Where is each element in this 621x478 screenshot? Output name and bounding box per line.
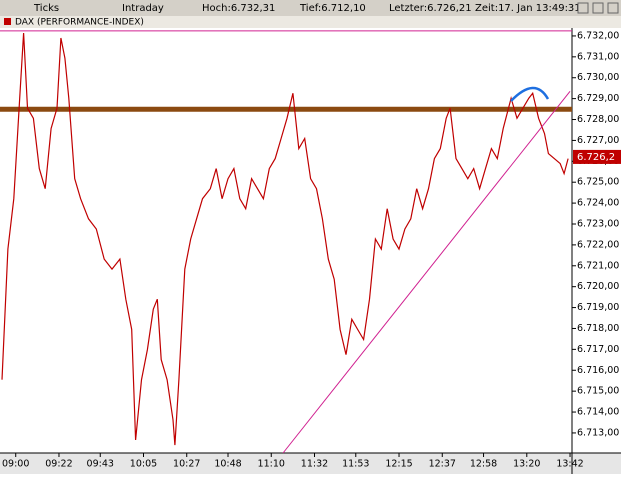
y-tick-label: 6.713,00 — [577, 427, 619, 438]
y-tick-label: 6.715,00 — [577, 386, 619, 397]
series-swatch — [4, 18, 11, 25]
y-tick-label: 6.717,00 — [577, 344, 619, 355]
instrument-name: DAX (PERFORMANCE-INDEX) — [15, 18, 144, 28]
y-tick-label: 6.723,00 — [577, 218, 619, 229]
header-last: Letzter:6.726,21 — [389, 3, 472, 14]
y-tick-label: 6.719,00 — [577, 302, 619, 313]
y-tick-label: 6.720,00 — [577, 281, 619, 292]
x-tick-label: 13:20 — [513, 459, 540, 470]
y-tick-label: 6.716,00 — [577, 365, 619, 376]
y-tick-label: 6.727,00 — [577, 135, 619, 146]
y-tick-label: 6.722,00 — [577, 239, 619, 250]
x-tick-label: 09:43 — [87, 459, 114, 470]
y-tick-label: 6.729,00 — [577, 93, 619, 104]
header-time: Zeit:17. Jan 13:49:31 — [475, 3, 581, 14]
tab-ticks[interactable]: Ticks — [33, 3, 59, 14]
y-tick-label: 6.732,00 — [577, 30, 619, 41]
y-tick-label: 6.721,00 — [577, 260, 619, 271]
subheader-bar — [0, 16, 621, 28]
x-tick-label: 12:37 — [429, 459, 456, 470]
header-low: Tief:6.712,10 — [299, 3, 366, 14]
header-bar — [0, 0, 621, 16]
arc-annotation — [510, 86, 550, 102]
y-tick-label: 6.731,00 — [577, 51, 619, 62]
y-tick-label: 6.724,00 — [577, 198, 619, 209]
x-tick-label: 10:05 — [130, 459, 157, 470]
x-tick-label: 11:10 — [258, 459, 285, 470]
x-tick-label: 12:58 — [470, 459, 497, 470]
tab-range[interactable]: Intraday — [122, 3, 164, 14]
x-tick-label: 11:32 — [301, 459, 328, 470]
last-price-marker — [573, 149, 621, 164]
x-tick-label: 12:15 — [385, 459, 412, 470]
x-tick-label: 09:00 — [2, 459, 29, 470]
x-axis-bar — [0, 453, 621, 474]
y-tick-label: 6.718,00 — [577, 323, 619, 334]
close-button[interactable] — [607, 2, 619, 14]
maximize-button[interactable] — [592, 2, 604, 14]
x-tick-label: 13:42 — [556, 459, 583, 470]
y-tick-label: 6.714,00 — [577, 407, 619, 418]
y-tick-label: 6.730,00 — [577, 72, 619, 83]
x-tick-label: 09:22 — [45, 459, 72, 470]
price-line — [1, 32, 569, 446]
minimize-button[interactable] — [577, 2, 589, 14]
y-tick-label: 6.725,00 — [577, 177, 619, 188]
x-tick-label: 10:27 — [173, 459, 200, 470]
last-price-label: 6.726,2 — [577, 152, 615, 163]
header-high: Hoch:6.732,31 — [202, 3, 275, 14]
y-tick-label: 6.728,00 — [577, 114, 619, 125]
x-tick-label: 11:53 — [342, 459, 369, 470]
trendline — [282, 91, 571, 454]
x-tick-label: 10:48 — [214, 459, 241, 470]
